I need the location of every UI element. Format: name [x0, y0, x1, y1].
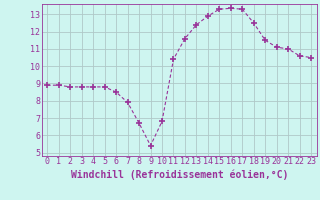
X-axis label: Windchill (Refroidissement éolien,°C): Windchill (Refroidissement éolien,°C)	[70, 169, 288, 180]
